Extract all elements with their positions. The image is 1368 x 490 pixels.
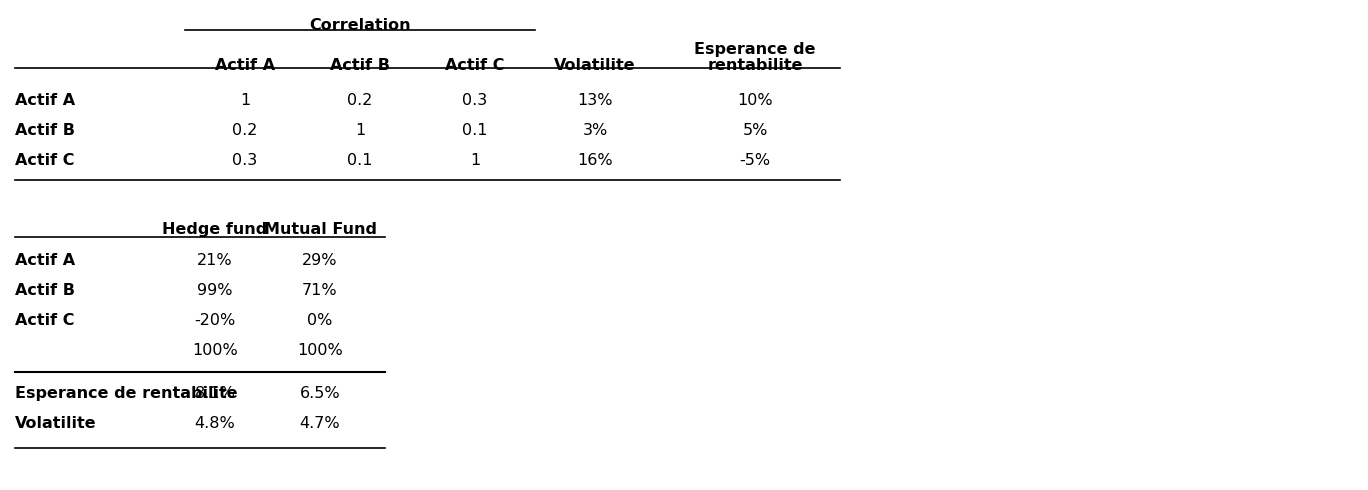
Text: 100%: 100% bbox=[192, 343, 238, 358]
Text: -20%: -20% bbox=[194, 313, 235, 327]
Text: 99%: 99% bbox=[197, 283, 233, 297]
Text: 0.1: 0.1 bbox=[347, 152, 372, 168]
Text: 6.5%: 6.5% bbox=[300, 386, 341, 400]
Text: Esperance de rentabilite: Esperance de rentabilite bbox=[15, 386, 238, 400]
Text: 71%: 71% bbox=[302, 283, 338, 297]
Text: 0.2: 0.2 bbox=[347, 93, 372, 107]
Text: Esperance de: Esperance de bbox=[694, 42, 815, 57]
Text: 0.1: 0.1 bbox=[462, 122, 488, 138]
Text: 21%: 21% bbox=[197, 252, 233, 268]
Text: 1: 1 bbox=[469, 152, 480, 168]
Text: rentabilite: rentabilite bbox=[707, 58, 803, 73]
Text: 0%: 0% bbox=[308, 313, 332, 327]
Text: Actif B: Actif B bbox=[330, 58, 390, 73]
Text: 4.8%: 4.8% bbox=[194, 416, 235, 431]
Text: Volatilite: Volatilite bbox=[15, 416, 97, 431]
Text: 10%: 10% bbox=[737, 93, 773, 107]
Text: 1: 1 bbox=[354, 122, 365, 138]
Text: Correlation: Correlation bbox=[309, 18, 410, 33]
Text: Actif B: Actif B bbox=[15, 283, 75, 297]
Text: Actif A: Actif A bbox=[15, 93, 75, 107]
Text: 4.7%: 4.7% bbox=[300, 416, 341, 431]
Text: 0.3: 0.3 bbox=[233, 152, 257, 168]
Text: Actif A: Actif A bbox=[215, 58, 275, 73]
Text: Actif B: Actif B bbox=[15, 122, 75, 138]
Text: 29%: 29% bbox=[302, 252, 338, 268]
Text: -5%: -5% bbox=[740, 152, 770, 168]
Text: 0.3: 0.3 bbox=[462, 93, 487, 107]
Text: Volatilite: Volatilite bbox=[554, 58, 636, 73]
Text: Actif A: Actif A bbox=[15, 252, 75, 268]
Text: Hedge fund: Hedge fund bbox=[163, 222, 268, 237]
Text: 0.2: 0.2 bbox=[233, 122, 257, 138]
Text: 100%: 100% bbox=[297, 343, 343, 358]
Text: 5%: 5% bbox=[743, 122, 767, 138]
Text: 8.1%: 8.1% bbox=[194, 386, 235, 400]
Text: Actif C: Actif C bbox=[445, 58, 505, 73]
Text: Actif C: Actif C bbox=[15, 152, 74, 168]
Text: Mutual Fund: Mutual Fund bbox=[264, 222, 376, 237]
Text: 3%: 3% bbox=[583, 122, 607, 138]
Text: 16%: 16% bbox=[577, 152, 613, 168]
Text: Actif C: Actif C bbox=[15, 313, 74, 327]
Text: 1: 1 bbox=[239, 93, 250, 107]
Text: 13%: 13% bbox=[577, 93, 613, 107]
